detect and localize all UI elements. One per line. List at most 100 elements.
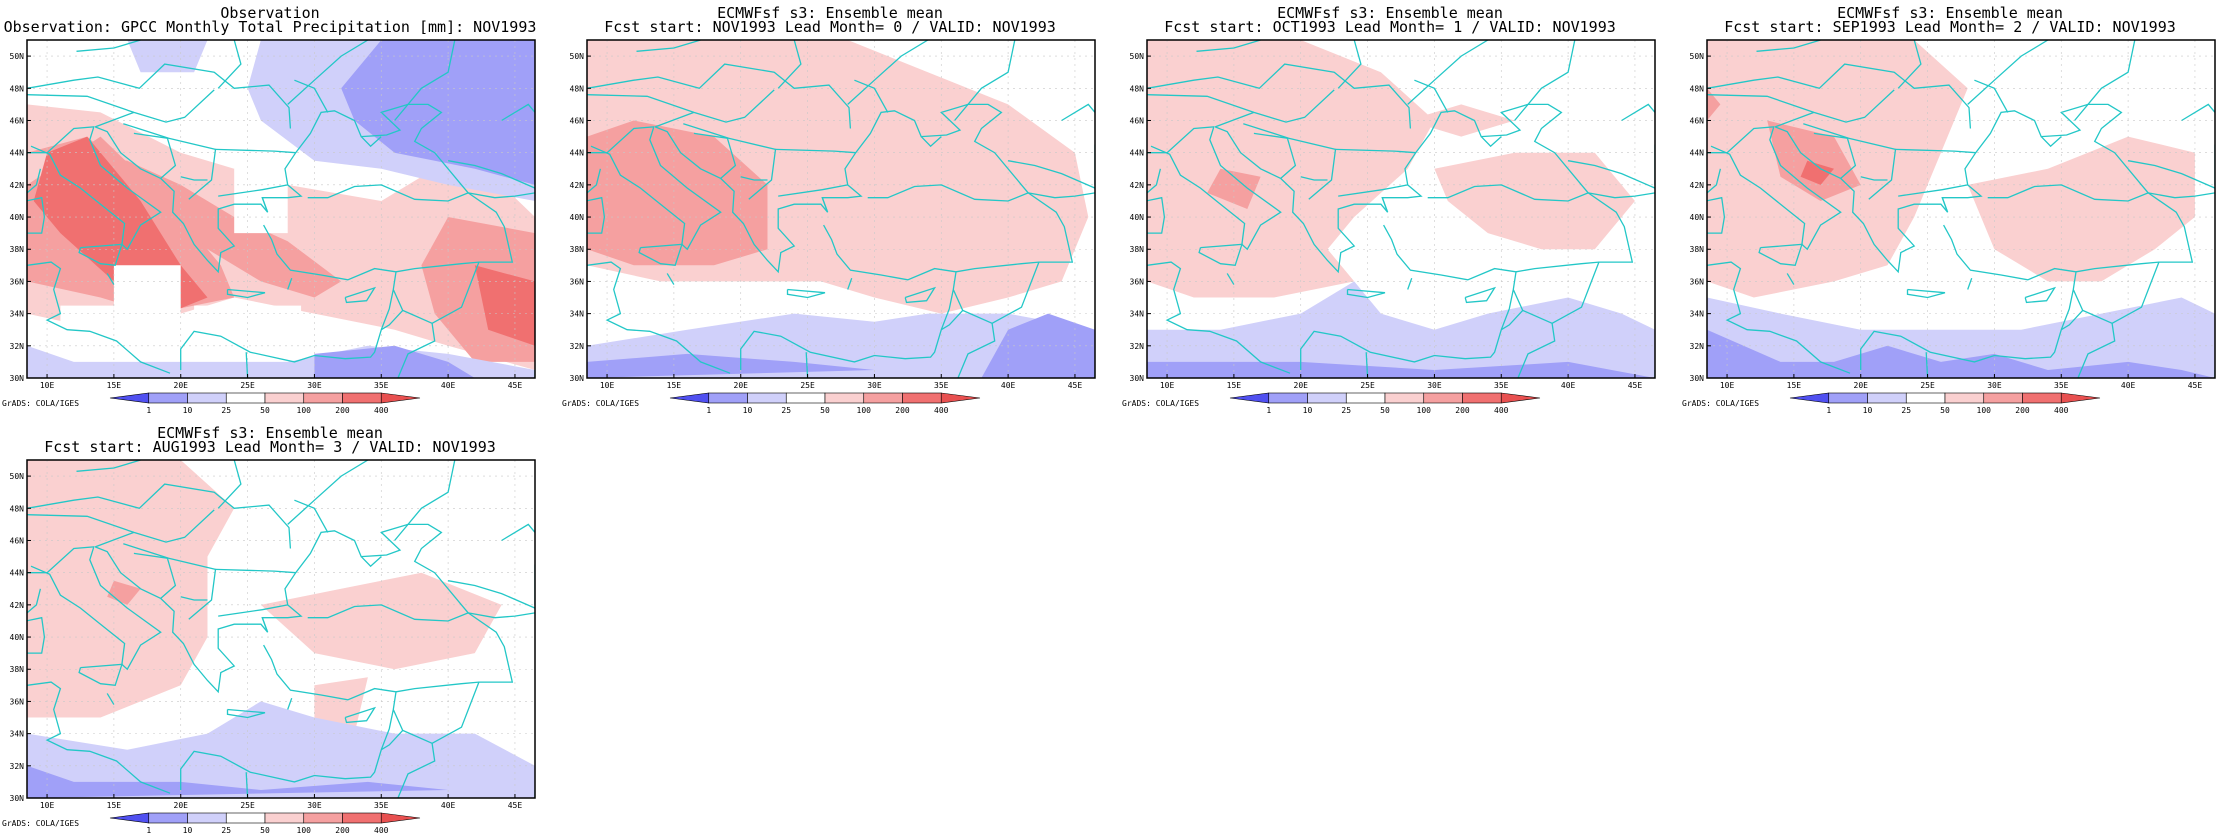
coastline	[287, 40, 369, 105]
colorbar-segment	[785, 392, 826, 404]
coastline	[587, 63, 852, 129]
grads-credit: GrADS: COLA/IGES	[1122, 399, 1199, 408]
coastline	[395, 192, 514, 273]
coastline	[1381, 197, 1389, 213]
colorbar-label: 100	[297, 406, 312, 415]
colorbar-segment	[1867, 392, 1907, 404]
coastline	[133, 132, 177, 179]
lat-tick-label: 36N	[10, 697, 25, 706]
coastline	[1147, 89, 1335, 123]
coastline	[2060, 309, 2084, 331]
lat-tick-label: 38N	[10, 245, 25, 254]
lon-tick-label: 30E	[307, 801, 322, 810]
colorbar-segment	[747, 392, 787, 404]
map-frame	[26, 39, 536, 379]
coastline	[821, 197, 829, 213]
colorbar-segment	[1345, 392, 1386, 404]
colorbar-label: 400	[934, 406, 949, 415]
colorbar-label: 400	[374, 826, 389, 835]
coastline	[27, 89, 215, 123]
lon-tick-label: 40E	[441, 801, 456, 810]
coastline	[1214, 111, 1255, 128]
lon-tick-label: 25E	[240, 801, 255, 810]
lat-tick-label: 50N	[10, 52, 25, 61]
coastline	[468, 612, 535, 619]
coastline	[1365, 352, 1369, 378]
map-frame	[26, 459, 536, 799]
coastline	[106, 693, 115, 705]
colorbar-label: 200	[1455, 406, 1470, 415]
colorbar-segment	[1229, 392, 1270, 404]
precip-shade	[1800, 160, 1834, 185]
lat-tick-label: 50N	[10, 472, 25, 481]
lat-tick-label: 44N	[1690, 149, 1705, 158]
colorbar-label: 200	[335, 826, 350, 835]
precip-shade	[1407, 104, 1515, 137]
lon-tick-label: 10E	[1160, 381, 1175, 390]
coastline	[2181, 103, 2215, 122]
coastline	[27, 196, 46, 234]
precip-shade	[27, 765, 449, 798]
panel-subtitle: Fcst start: OCT1993 Lead Month= 1 / VALI…	[1164, 18, 1616, 36]
lat-tick-label: 40N	[10, 633, 25, 642]
coastline	[218, 604, 288, 617]
coastline	[1253, 132, 1297, 179]
coastline	[2074, 40, 2136, 121]
colorbar-label: 100	[1417, 406, 1432, 415]
coastline	[1774, 111, 1815, 128]
colorbar-segment	[380, 812, 421, 824]
coastline	[1514, 40, 1576, 121]
colorbar-label: 25	[221, 826, 231, 835]
coastline	[587, 261, 731, 374]
coastline	[2148, 192, 2215, 199]
lat-tick-label: 36N	[570, 277, 585, 286]
lon-tick-label: 10E	[40, 381, 55, 390]
colorbar-segment	[2022, 392, 2062, 404]
lon-tick-label: 10E	[600, 381, 615, 390]
coastline	[1551, 261, 1600, 324]
map-frame	[586, 39, 1096, 379]
precip-shade	[1207, 168, 1261, 209]
colorbar-label: 1	[146, 406, 151, 415]
coastline	[1707, 168, 1722, 194]
coastline	[1974, 79, 2009, 113]
lon-tick-label: 25E	[240, 381, 255, 390]
colorbar-segment	[669, 392, 710, 404]
map-panel: ECMWFsf s3: Ensemble mean Fcst start: OCT…	[1120, 0, 1660, 420]
coastline	[27, 588, 42, 614]
coastline	[854, 79, 889, 113]
lat-tick-label: 42N	[1130, 181, 1145, 190]
coastline	[94, 531, 135, 548]
coastline	[1147, 261, 1291, 374]
coastline	[294, 79, 329, 113]
colorbar-segment	[303, 392, 343, 404]
coastline	[217, 460, 242, 509]
precip-shade	[474, 265, 535, 346]
lat-tick-label: 34N	[10, 310, 25, 319]
coastline	[27, 126, 162, 251]
panel-subtitle: Fcst start: SEP1993 Lead Month= 2 / VALI…	[1724, 18, 2176, 36]
coastline	[1346, 288, 1386, 299]
precip-shade	[127, 40, 208, 73]
lat-tick-label: 42N	[1690, 181, 1705, 190]
lon-tick-label: 15E	[107, 381, 122, 390]
lat-tick-label: 50N	[1130, 52, 1145, 61]
lon-tick-label: 40E	[2121, 381, 2136, 390]
lon-tick-label: 20E	[1294, 381, 1309, 390]
coastline	[1967, 40, 2049, 105]
lon-tick-label: 25E	[800, 381, 815, 390]
lat-tick-label: 32N	[10, 342, 25, 351]
precip-shade	[1147, 40, 1435, 298]
coastline	[394, 40, 456, 121]
colorbar-segment	[1905, 392, 1946, 404]
coastline	[1028, 192, 1095, 199]
lon-tick-label: 35E	[374, 381, 389, 390]
lon-tick-label: 35E	[374, 801, 389, 810]
lat-tick-label: 30N	[10, 794, 25, 803]
panel-title: ECMWFsf s3: Ensemble mean	[1277, 4, 1503, 22]
coastline	[1567, 160, 1655, 189]
colorbar-label: 50	[820, 406, 830, 415]
panel-subtitle: Fcst start: NOV1993 Lead Month= 0 / VALI…	[604, 18, 1056, 36]
coastline	[1756, 40, 1821, 52]
coastline	[666, 273, 675, 285]
